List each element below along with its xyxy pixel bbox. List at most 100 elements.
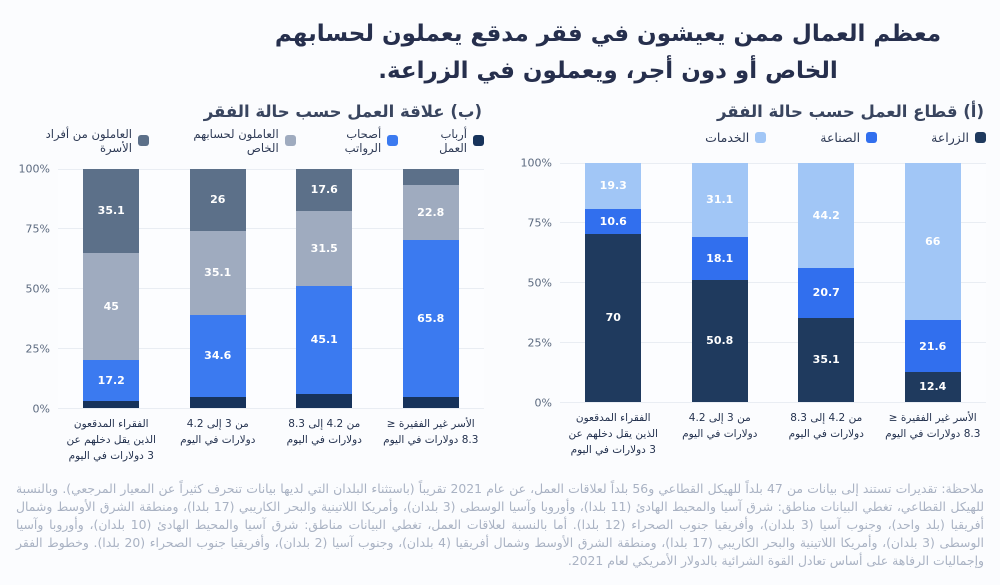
page-title-line2: الخاص أو دون أجر، ويعملون في الزراعة. [378,57,838,84]
y-axis-tick: 50% [527,276,552,290]
y-axis-tick: 75% [527,216,552,230]
chart-title: (ب) علاقة العمل حسب حالة الفقر [203,101,482,121]
stacked-bar: 70 10.6 19.3 [585,162,642,402]
bar-segment[interactable]: 31.1 [691,162,748,237]
legend-swatch-icon [387,135,399,147]
bar-segment[interactable]: 31.5 [296,210,353,286]
y-axis: 100% 75% 50% 25% 0% [516,156,560,409]
legend: الزراعة الصناعة الخدمات [516,127,986,149]
bar-value-label: 12.4 [919,380,947,394]
footnote: ملاحظة: تقديرات تستند إلى بيانات من 47 ب… [16,481,985,569]
bar-segment[interactable] [296,393,353,408]
bar-value-label: 66 [925,234,941,248]
bar-segment[interactable]: 35.1 [189,230,246,315]
gridline [560,162,986,164]
legend-swatch-icon [137,135,149,147]
bar-segment[interactable]: 45 [83,252,140,361]
bar-slot: 65.8 22.8 [378,168,485,408]
bar-slot: 35.1 20.7 44.2 [773,162,880,402]
bar-value-label: 65.8 [417,311,445,325]
bar-value-label: 44.2 [812,208,840,222]
bar-segment[interactable]: 21.6 [904,320,961,372]
stacked-bar: 45.1 31.5 17.6 [296,168,353,408]
bar-segment[interactable]: 66 [904,162,961,321]
bar-segment[interactable]: 18.1 [691,236,748,281]
bar-segment[interactable]: 34.6 [189,314,246,398]
bar-segment[interactable]: 10.6 [585,208,642,235]
legend-item[interactable]: الزراعة [931,130,986,145]
legend-label: العاملون لحسابهم الخاص [193,126,279,155]
chart-title: (أ) قطاع العمل حسب حالة الفقر [716,101,984,121]
bar-value-label: 10.6 [599,215,627,229]
x-axis-label: من 3 إلى 4.2 دولارات في اليوم [180,417,256,446]
stacked-bar: 65.8 22.8 [402,168,459,408]
bar-segment[interactable]: 17.2 [83,360,140,402]
legend-label: الصناعة [820,130,861,146]
x-axis-label: من 4.2 إلى 8.3 دولارات في اليوم [286,417,362,446]
legend-item[interactable]: أصحاب الرواتب [309,127,399,155]
charts-row: (أ) قطاع العمل حسب حالة الفقر الزراعة الص… [0,90,1000,465]
x-axis-label: الأسر غير الفقيرة ≤ 8.3 دولارات في اليوم [885,411,981,440]
y-axis: 100% 75% 50% 25% 0% [14,162,58,415]
bar-segment[interactable] [83,401,140,408]
bar-value-label: 45.1 [310,333,338,347]
bar-segment[interactable] [402,397,459,408]
x-axis-label: الفقراء المدقعون الذين يقل دخلهم عن 3 دو… [66,417,156,463]
bar-value-label: 20.7 [812,286,840,300]
legend-swatch-icon [755,132,767,144]
bar-segment[interactable] [189,397,246,408]
bar-segment[interactable]: 17.6 [296,168,353,211]
gridline [58,228,484,230]
x-axis-label: من 4.2 إلى 8.3 دولارات في اليوم [788,411,864,440]
bars-layer: 70 10.6 19.3 50.8 18.1 31.1 35.1 20.7 44.2 12.4 21… [560,162,987,402]
legend-item[interactable]: أرباب العمل [411,127,484,155]
x-axis-spacer [14,416,58,465]
bar-slot: 12.4 21.6 66 [880,162,987,402]
legend: أرباب العمل أصحاب الرواتب العاملون لحسابهم… [14,127,484,155]
legend-label: أرباب العمل [439,126,467,155]
legend-item[interactable]: الخدمات [705,130,767,146]
bar-segment[interactable]: 35.1 [83,168,140,253]
y-axis-tick: 100% [18,162,50,176]
legend-item[interactable]: العاملون لحسابهم الخاص [162,127,296,155]
bar-segment[interactable]: 65.8 [402,239,459,398]
bar-segment[interactable]: 26 [189,168,246,231]
bar-segment[interactable]: 50.8 [691,280,748,402]
bar-value-label: 35.1 [97,204,125,218]
chart-area: 100% 75% 50% 25% 0% 17.2 45 35.1 34.6 35.1 26 45.1… [14,162,485,415]
stacked-bar: 12.4 21.6 66 [904,162,961,402]
page-title: معظم العمال ممن يعيشون في فقر مدقع يعملو… [230,16,986,90]
legend-swatch-icon [975,132,986,144]
bar-segment[interactable]: 20.7 [798,268,855,318]
bar-value-label: 19.3 [599,179,627,193]
bar-segment[interactable]: 35.1 [798,317,855,402]
bars-layer: 17.2 45 35.1 34.6 35.1 26 45.1 31.5 17.6 65.8 22.8 [58,168,485,408]
x-axis-label: الأسر غير الفقيرة ≤ 8.3 دولارات في اليوم [383,417,479,446]
bar-value-label: 26 [210,193,226,207]
bar-segment[interactable]: 44.2 [798,162,855,269]
stacked-bar: 35.1 20.7 44.2 [798,162,855,402]
x-axis-label: من 3 إلى 4.2 دولارات في اليوم [682,411,758,440]
legend-label: الخدمات [705,130,750,146]
page-header: معظم العمال ممن يعيشون في فقر مدقع يعملو… [0,0,1000,90]
bar-value-label: 50.8 [706,334,734,348]
y-axis-tick: 25% [527,336,552,350]
y-axis-tick: 0% [32,402,50,416]
gridline [58,407,484,409]
plot-area: 17.2 45 35.1 34.6 35.1 26 45.1 31.5 17.6 65.8 22.8 [58,168,485,409]
bar-value-label: 31.5 [310,241,338,255]
bar-segment[interactable] [402,168,459,186]
bar-value-label: 70 [605,311,621,325]
bar-segment[interactable]: 45.1 [296,285,353,394]
legend-item[interactable]: العاملون من أفراد الأسرة [14,127,149,155]
legend-item[interactable]: الصناعة [820,130,878,146]
bar-segment[interactable]: 19.3 [585,162,642,209]
y-axis-tick: 50% [25,282,50,296]
bar-segment[interactable]: 22.8 [402,185,459,240]
page-title-line1: معظم العمال ممن يعيشون في فقر مدقع يعملو… [274,21,942,47]
bar-segment[interactable]: 70 [585,234,642,402]
bar-segment[interactable]: 12.4 [904,371,961,402]
stacked-bar: 34.6 35.1 26 [189,168,246,408]
bar-value-label: 17.6 [310,183,338,197]
